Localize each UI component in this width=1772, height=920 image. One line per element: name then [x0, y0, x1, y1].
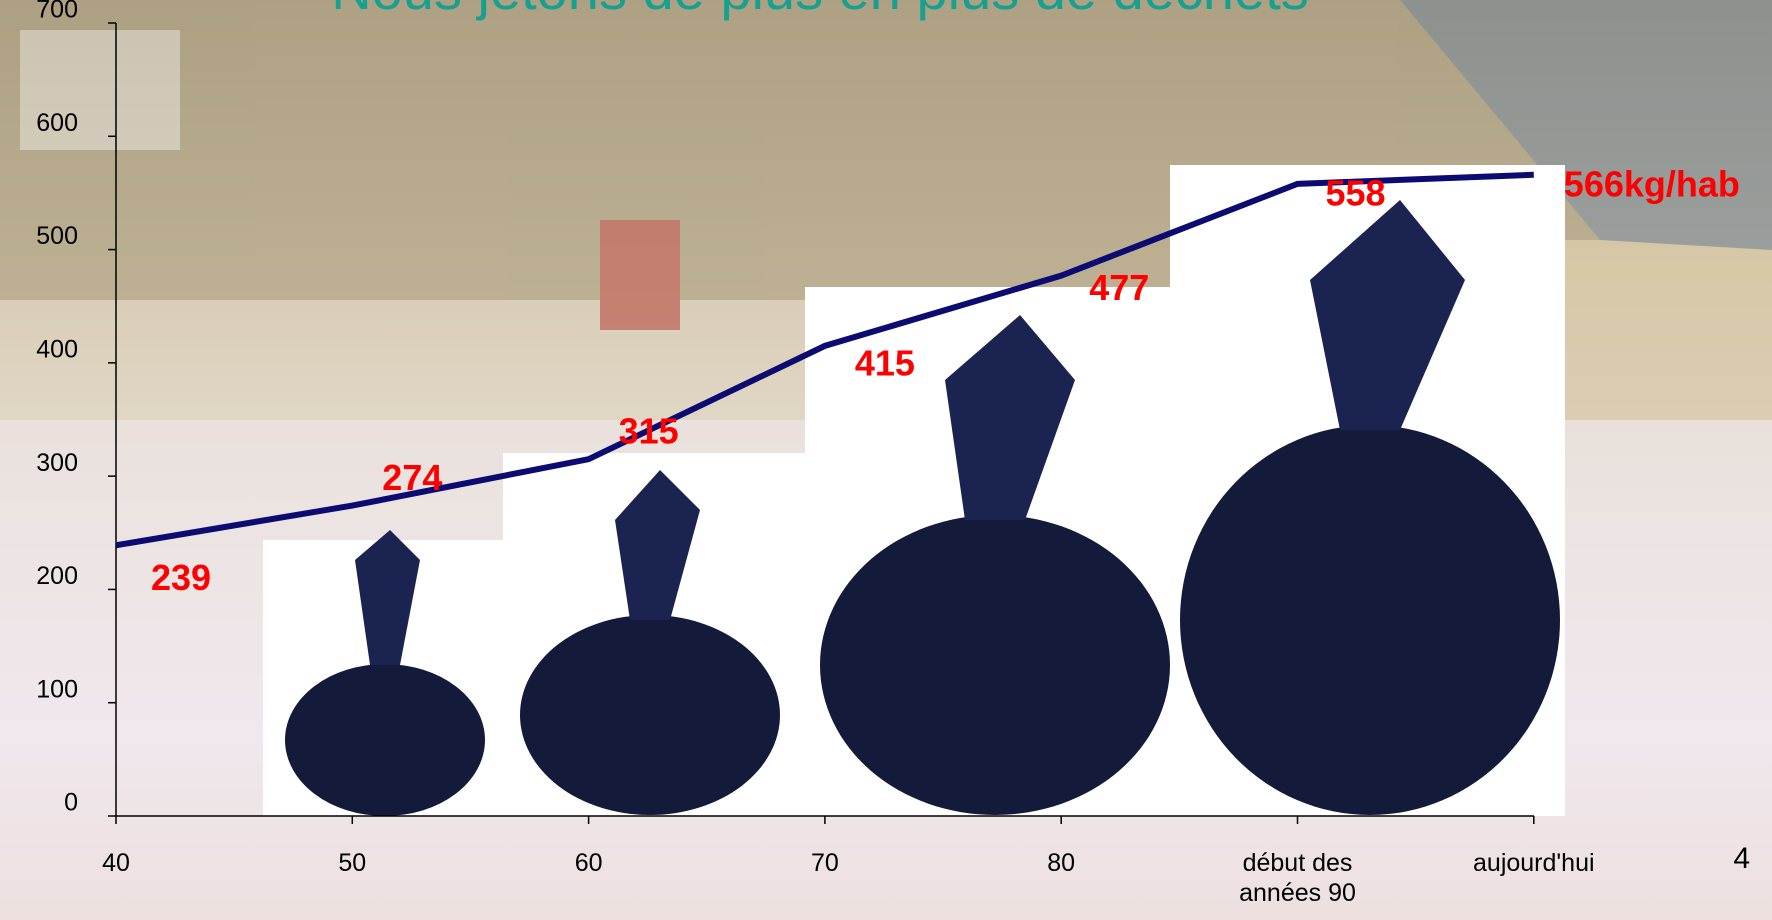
y-tick-label: 500 — [36, 222, 78, 250]
x-tick-label: aujourd'hui — [1473, 849, 1595, 877]
value-label: 274 — [382, 457, 442, 498]
x-tick-label: 40 — [102, 849, 130, 877]
data-line — [115, 171, 1534, 549]
x-tick-label: 60 — [574, 849, 603, 877]
trash-bags — [263, 165, 1565, 816]
y-tick-label: 200 — [36, 562, 78, 590]
value-label: 415 — [855, 342, 915, 383]
y-tick-label: 600 — [36, 109, 78, 137]
x-tick-label: début des années 90 — [1239, 849, 1356, 907]
value-label: 315 — [619, 411, 679, 452]
slide-title: Nous jetons de plus en plus de déchets — [331, 0, 1309, 21]
y-tick-label: 0 — [64, 789, 78, 817]
y-tick-label: 100 — [36, 675, 78, 703]
x-tick-label: 50 — [338, 849, 367, 877]
x-tick-label: 80 — [1047, 849, 1076, 877]
y-tick-label: 400 — [36, 335, 78, 363]
y-tick-label: 300 — [36, 449, 78, 477]
value-label: 566kg/hab — [1564, 163, 1740, 204]
value-label: 239 — [151, 557, 211, 598]
y-tick-label: 700 — [36, 0, 78, 24]
value-label: 477 — [1089, 267, 1149, 308]
value-label: 558 — [1326, 172, 1386, 213]
page-number: 4 — [1733, 842, 1750, 875]
x-tick-label: 70 — [810, 849, 839, 877]
